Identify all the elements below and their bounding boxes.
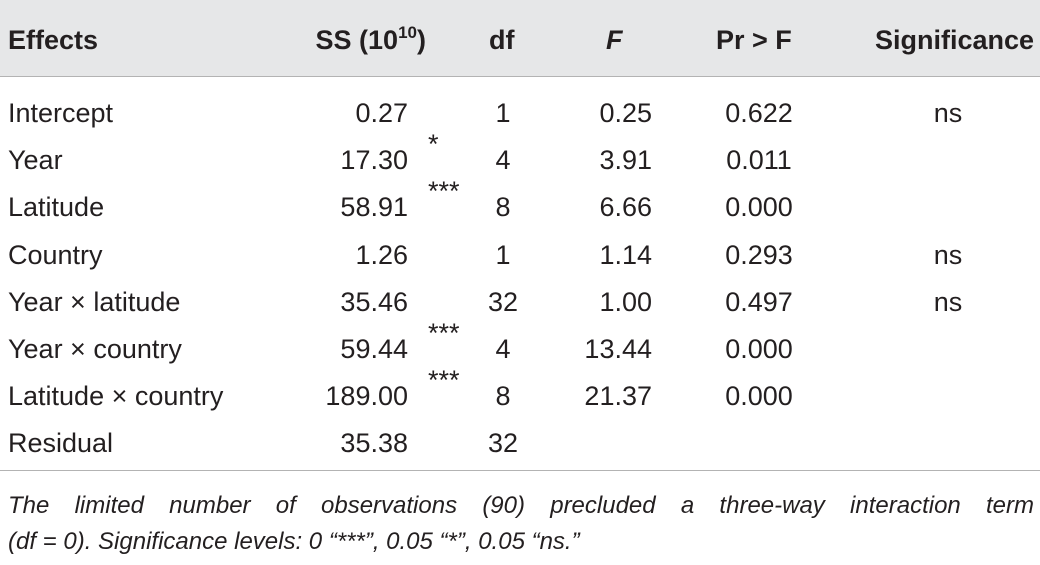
table-header: Effects SS (1010) df F Pr > F Significan…: [0, 0, 1040, 77]
cell-pr: 0.622: [725, 98, 793, 128]
table-row: Latitude × country 189.00 8 21.37 0.000 ***: [0, 365, 1040, 419]
cell-significance: ns: [933, 286, 963, 317]
cell-df: 1: [495, 239, 511, 270]
cell-effect: Country: [8, 239, 103, 270]
header-df: df: [489, 25, 515, 55]
cell-f: 6.66: [599, 192, 652, 223]
cell-significance: ns: [933, 239, 963, 270]
cell-effect: Latitude: [8, 192, 105, 223]
header-ss-suffix: ): [417, 25, 426, 55]
cell-effect: Year: [8, 145, 63, 176]
table-row: Intercept 0.27 1 0.25 0.622 ns: [0, 89, 1040, 136]
cell-df: 8: [495, 192, 511, 223]
cell-ss: 59.44: [340, 334, 408, 364]
cell-f: 1.00: [599, 286, 652, 317]
cell-effect: Residual: [8, 428, 114, 459]
cell-f: 21.37: [584, 381, 652, 412]
cell-significance: ***: [428, 318, 460, 348]
cell-df: 32: [487, 428, 519, 459]
header-ss-prefix: SS (10: [315, 25, 399, 55]
table-row: Latitude 58.91 8 6.66 0.000 ***: [0, 176, 1040, 230]
footnote-line-1: The limited number of observations (90) …: [8, 492, 1034, 519]
header-f: F: [606, 25, 623, 55]
cell-pr: 0.497: [725, 286, 793, 317]
footnote-line-2: (df = 0). Significance levels: 0 “***”, …: [8, 528, 580, 555]
cell-effect: Year × latitude: [8, 286, 181, 317]
cell-ss: 1.26: [355, 239, 408, 270]
cell-ss: 189.00: [325, 381, 408, 412]
cell-f: 3.91: [599, 145, 652, 176]
table-row: Year × country 59.44 4 13.44 0.000 ***: [0, 318, 1040, 372]
table-divider: [0, 470, 1040, 471]
cell-ss: 0.27: [355, 98, 408, 128]
cell-f: 0.25: [599, 98, 652, 128]
table-row: Residual 35.38 32: [0, 419, 1040, 466]
table-row: Country 1.26 1 1.14 0.293 ns: [0, 231, 1040, 278]
cell-pr: 0.011: [726, 145, 792, 176]
cell-ss: 35.38: [340, 428, 408, 459]
cell-pr: 0.000: [725, 192, 793, 223]
cell-effect: Intercept: [8, 98, 114, 128]
header-ss: SS (1010): [316, 22, 426, 58]
table-row: Year 17.30 4 3.91 0.011 *: [0, 129, 1040, 183]
cell-f: 13.44: [584, 334, 652, 364]
cell-f: 1.14: [599, 239, 652, 270]
cell-significance: ***: [428, 365, 460, 396]
table-row: Year × latitude 35.46 32 1.00 0.497 ns: [0, 278, 1040, 325]
header-significance: Significance: [874, 25, 1034, 55]
cell-significance: *: [428, 129, 439, 160]
cell-ss: 58.91: [340, 192, 408, 223]
cell-effect: Year × country: [8, 334, 182, 364]
header-ss-exponent: 10: [398, 23, 417, 42]
cell-df: 1: [495, 98, 511, 128]
cell-df: 4: [495, 145, 511, 176]
cell-df: 32: [487, 286, 519, 317]
table-footnote: The limited number of observations (90) …: [8, 488, 1034, 560]
cell-pr: 0.000: [725, 381, 793, 412]
cell-pr: 0.000: [725, 334, 793, 364]
cell-significance: ***: [428, 176, 460, 207]
header-effects: Effects: [8, 25, 99, 55]
cell-df: 8: [495, 381, 511, 412]
cell-ss: 17.30: [340, 145, 408, 176]
cell-effect: Latitude × country: [8, 381, 224, 412]
cell-significance: ns: [933, 98, 963, 128]
cell-pr: 0.293: [725, 239, 793, 270]
cell-ss: 35.46: [340, 286, 408, 317]
header-pr: Pr > F: [716, 25, 792, 55]
cell-df: 4: [495, 334, 511, 364]
